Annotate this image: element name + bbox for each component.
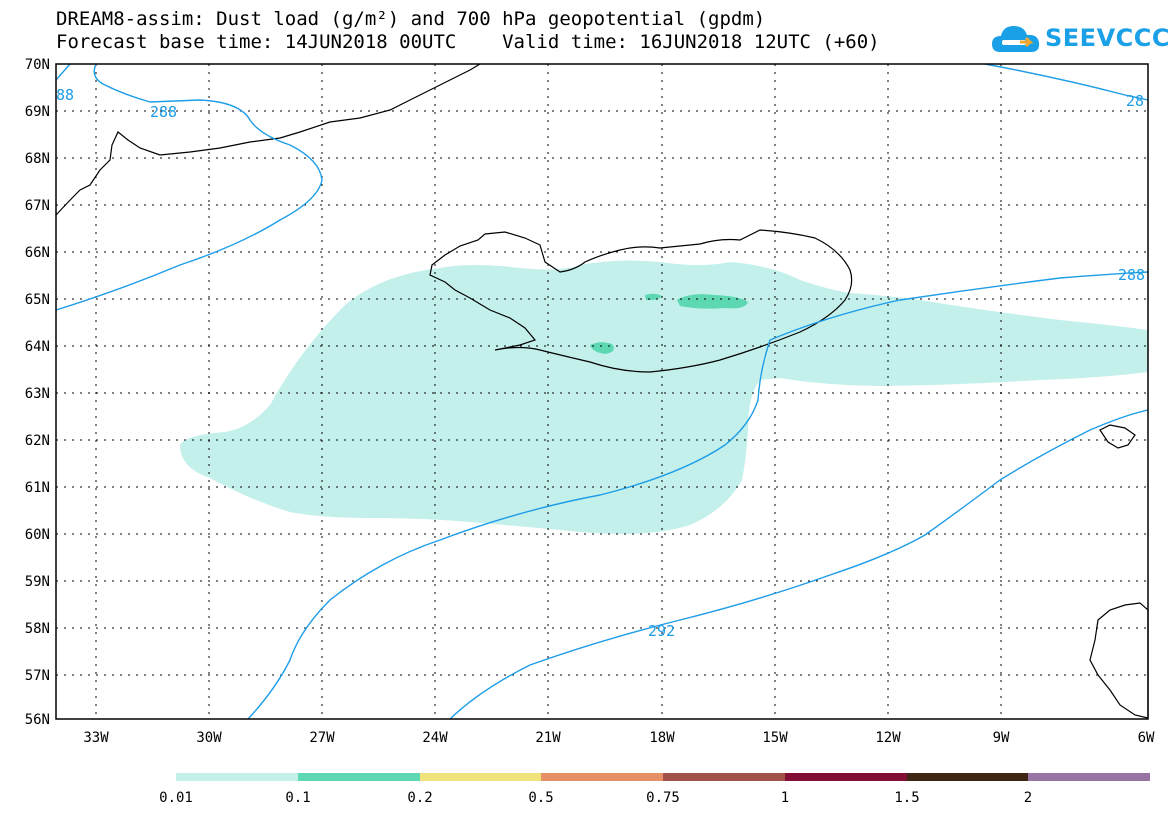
scotland-coast	[1089, 602, 1149, 719]
dust-area-medium	[590, 342, 614, 354]
colorbar-label: 0.75	[646, 790, 680, 806]
map-frame	[55, 63, 1149, 720]
colorbar-swatch	[420, 773, 541, 781]
dust-area-medium	[677, 294, 748, 309]
colorbar-label: 2	[1024, 790, 1032, 806]
colorbar-swatch	[1028, 773, 1150, 781]
map-subtitle: Forecast base time: 14JUN2018 00UTC Vali…	[56, 31, 880, 53]
colorbar-label: 0.01	[159, 790, 193, 806]
colorbar-label: 1	[781, 790, 789, 806]
lat-label: 64N	[25, 339, 50, 355]
latitude-labels: 70N 69N 68N 67N 66N 65N 64N 63N 62N 61N …	[25, 57, 50, 728]
lat-label: 68N	[25, 151, 50, 167]
colorbar-label: 0.2	[407, 790, 432, 806]
contour-label: 88	[56, 86, 74, 104]
colorbar-swatch	[298, 773, 420, 781]
lon-label: 15W	[762, 730, 788, 746]
lat-label: 66N	[25, 245, 50, 261]
coastlines	[55, 63, 1149, 719]
lon-label: 30W	[196, 730, 222, 746]
colorbar-label: 0.1	[285, 790, 310, 806]
colorbar-swatch	[176, 773, 298, 781]
lon-label: 9W	[993, 730, 1010, 746]
dust-area-light	[180, 260, 1148, 534]
contour-288-ne	[984, 63, 1149, 101]
contour-288-top	[55, 63, 71, 81]
lon-label: 12W	[875, 730, 901, 746]
colorbar-swatch	[785, 773, 907, 781]
cloud-logo-icon	[992, 26, 1040, 52]
contour-label: 288	[1118, 266, 1145, 284]
contour-288-main	[247, 271, 1149, 720]
lat-label: 63N	[25, 386, 50, 402]
lon-label: 6W	[1138, 730, 1155, 746]
contour-292	[449, 409, 1149, 720]
colorbar-label: 1.5	[894, 790, 919, 806]
contour-label: 292	[648, 622, 675, 640]
iceland-coast	[429, 229, 853, 373]
lat-label: 57N	[25, 668, 50, 684]
lat-label: 58N	[25, 621, 50, 637]
lat-label: 65N	[25, 292, 50, 308]
colorbar-label: 0.5	[528, 790, 553, 806]
colorbar-swatch	[663, 773, 785, 781]
lat-label: 56N	[25, 712, 50, 728]
lat-label: 67N	[25, 198, 50, 214]
lon-label: 18W	[649, 730, 675, 746]
lat-label: 60N	[25, 527, 50, 543]
lat-label: 59N	[25, 574, 50, 590]
logo-text: SEEVCCC	[1045, 24, 1170, 52]
colorbar-swatch	[541, 773, 663, 781]
contour-label: 288	[150, 103, 177, 121]
graticule	[56, 64, 1148, 719]
seevccc-logo: SEEVCCC	[990, 18, 1170, 60]
lat-label: 62N	[25, 433, 50, 449]
greenland-coast	[55, 63, 481, 216]
lon-label: 21W	[535, 730, 561, 746]
geopotential-contours	[55, 63, 1149, 720]
longitude-labels: 33W 30W 27W 24W 21W 18W 15W 12W 9W 6W	[83, 730, 1155, 746]
colorbar: 0.01 0.1 0.2 0.5 0.75 1 1.5 2	[159, 773, 1150, 806]
faroe-islands-coast	[1099, 424, 1136, 449]
map-title: DREAM8-assim: Dust load (g/m²) and 700 h…	[56, 8, 766, 30]
lon-label: 27W	[309, 730, 335, 746]
lat-label: 69N	[25, 104, 50, 120]
lat-label: 61N	[25, 480, 50, 496]
contour-label: 28	[1126, 92, 1144, 110]
contour-288-nw	[55, 63, 323, 311]
colorbar-swatch	[907, 773, 1028, 781]
lat-label: 70N	[25, 57, 50, 73]
lon-label: 24W	[422, 730, 448, 746]
lon-label: 33W	[83, 730, 109, 746]
